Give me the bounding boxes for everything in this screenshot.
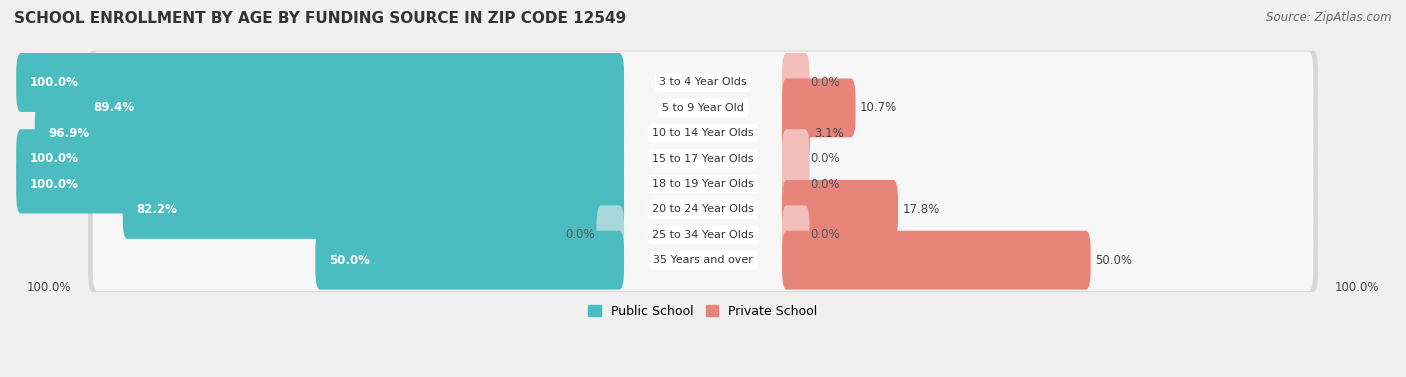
Text: 25 to 34 Year Olds: 25 to 34 Year Olds [652,230,754,240]
FancyBboxPatch shape [17,53,624,112]
FancyBboxPatch shape [93,128,1313,190]
Text: 82.2%: 82.2% [136,203,177,216]
Text: 100.0%: 100.0% [1334,281,1379,294]
Text: 0.0%: 0.0% [811,152,841,165]
FancyBboxPatch shape [596,205,624,264]
FancyBboxPatch shape [782,104,810,163]
Text: 100.0%: 100.0% [30,152,79,165]
FancyBboxPatch shape [782,205,810,264]
Text: 0.0%: 0.0% [565,228,595,241]
Text: 20 to 24 Year Olds: 20 to 24 Year Olds [652,204,754,215]
Text: 3.1%: 3.1% [814,127,844,140]
FancyBboxPatch shape [89,127,1317,191]
FancyBboxPatch shape [93,77,1313,139]
Text: 5 to 9 Year Old: 5 to 9 Year Old [662,103,744,113]
Text: 0.0%: 0.0% [811,76,841,89]
FancyBboxPatch shape [89,178,1317,241]
FancyBboxPatch shape [93,229,1313,291]
Legend: Public School, Private School: Public School, Private School [583,300,823,323]
FancyBboxPatch shape [782,78,856,137]
FancyBboxPatch shape [93,204,1313,266]
FancyBboxPatch shape [93,153,1313,215]
FancyBboxPatch shape [122,180,624,239]
FancyBboxPatch shape [782,53,810,112]
Text: SCHOOL ENROLLMENT BY AGE BY FUNDING SOURCE IN ZIP CODE 12549: SCHOOL ENROLLMENT BY AGE BY FUNDING SOUR… [14,11,626,26]
FancyBboxPatch shape [782,129,810,188]
FancyBboxPatch shape [17,129,624,188]
FancyBboxPatch shape [89,76,1317,140]
FancyBboxPatch shape [80,78,624,137]
FancyBboxPatch shape [782,155,810,213]
Text: 100.0%: 100.0% [30,76,79,89]
FancyBboxPatch shape [89,51,1317,115]
FancyBboxPatch shape [89,101,1317,165]
Text: 100.0%: 100.0% [30,178,79,190]
Text: 10 to 14 Year Olds: 10 to 14 Year Olds [652,128,754,138]
Text: 0.0%: 0.0% [811,228,841,241]
FancyBboxPatch shape [89,228,1317,292]
Text: 3 to 4 Year Olds: 3 to 4 Year Olds [659,78,747,87]
Text: 96.9%: 96.9% [48,127,90,140]
FancyBboxPatch shape [89,203,1317,267]
FancyBboxPatch shape [89,152,1317,216]
Text: 17.8%: 17.8% [903,203,939,216]
FancyBboxPatch shape [782,180,898,239]
FancyBboxPatch shape [315,231,624,290]
Text: 50.0%: 50.0% [1095,254,1132,267]
Text: 100.0%: 100.0% [27,281,72,294]
Text: 18 to 19 Year Olds: 18 to 19 Year Olds [652,179,754,189]
Text: 15 to 17 Year Olds: 15 to 17 Year Olds [652,154,754,164]
Text: Source: ZipAtlas.com: Source: ZipAtlas.com [1267,11,1392,24]
FancyBboxPatch shape [17,155,624,213]
FancyBboxPatch shape [93,178,1313,241]
Text: 0.0%: 0.0% [811,178,841,190]
Text: 50.0%: 50.0% [329,254,370,267]
Text: 35 Years and over: 35 Years and over [652,255,754,265]
FancyBboxPatch shape [93,102,1313,164]
FancyBboxPatch shape [93,52,1313,113]
Text: 10.7%: 10.7% [859,101,897,114]
FancyBboxPatch shape [782,231,1091,290]
Text: 89.4%: 89.4% [93,101,135,114]
FancyBboxPatch shape [35,104,624,163]
